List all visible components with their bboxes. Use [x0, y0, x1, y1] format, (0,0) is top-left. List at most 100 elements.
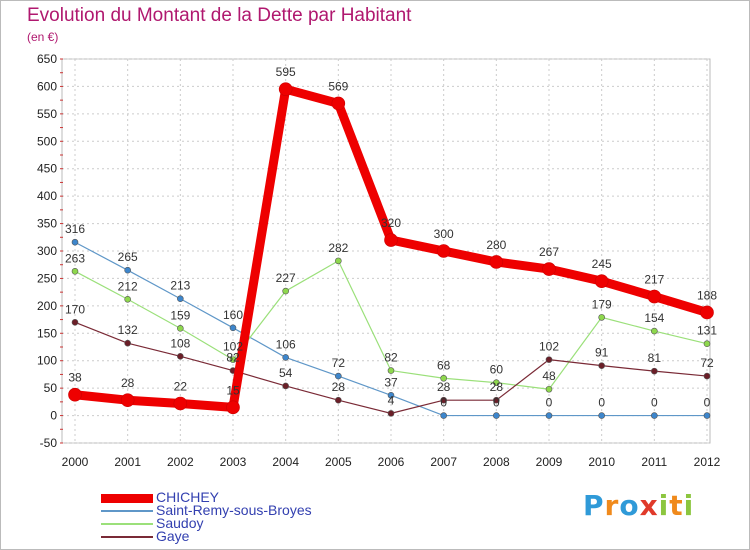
y-tick-label: 450 [37, 162, 57, 176]
data-label: 160 [223, 308, 243, 322]
data-point [440, 374, 447, 382]
data-point [598, 314, 605, 321]
data-point [124, 339, 131, 347]
legend-swatch [101, 536, 153, 538]
data-label: 263 [65, 251, 85, 265]
data-label: 217 [644, 273, 664, 287]
data-point [598, 362, 605, 369]
y-tick-label: 0 [50, 409, 57, 423]
brand-logo-letter: o [619, 489, 640, 522]
data-label: 48 [542, 369, 556, 383]
y-tick-label: 400 [37, 189, 57, 203]
legend-label: Gaye [156, 528, 190, 544]
data-label: 0 [493, 396, 500, 410]
data-label: 569 [328, 79, 348, 93]
data-label: 28 [490, 380, 504, 394]
data-label: 15 [226, 383, 240, 397]
data-point [120, 393, 135, 408]
data-label: 227 [276, 271, 296, 285]
data-point [594, 274, 609, 288]
data-point [387, 367, 395, 374]
data-label: 320 [381, 216, 401, 230]
brand-logo-letter: x [639, 489, 659, 522]
data-point [335, 372, 342, 380]
data-point [545, 356, 553, 363]
data-label: 4 [388, 393, 395, 407]
data-point [647, 289, 662, 304]
legend-swatch [101, 510, 153, 512]
data-point [493, 379, 500, 386]
data-point [440, 396, 447, 404]
data-point [278, 82, 293, 96]
data-point [703, 412, 711, 419]
data-point [493, 412, 500, 419]
legend-label: Saint-Remy-sous-Broyes [156, 502, 312, 518]
data-label: 0 [546, 396, 553, 410]
brand-logo-letter: i [683, 489, 695, 522]
data-label: 28 [332, 380, 346, 394]
data-point [124, 266, 131, 274]
data-label: 212 [118, 279, 138, 293]
data-label: 0 [704, 396, 711, 410]
brand-logo-letter: t [669, 489, 684, 522]
data-point [71, 267, 79, 275]
data-point [68, 387, 82, 402]
data-point [229, 356, 237, 363]
legend-label: Saudoy [156, 515, 204, 531]
y-tick-label: 350 [37, 217, 57, 231]
data-label: 72 [700, 356, 714, 370]
data-point [651, 367, 658, 375]
data-point [335, 257, 342, 265]
data-point [440, 412, 447, 419]
data-label: 316 [65, 222, 85, 236]
data-point [700, 305, 714, 320]
x-tick-label: 2009 [536, 455, 563, 469]
data-label: 102 [539, 340, 559, 354]
data-point [71, 319, 79, 326]
data-label: 72 [332, 356, 346, 370]
data-label: 28 [121, 376, 135, 390]
y-tick-label: 150 [37, 326, 57, 340]
chart-title: Evolution du Montant de la Dette par Hab… [27, 5, 412, 26]
y-tick-label: -50 [40, 436, 58, 450]
data-label: 28 [437, 380, 451, 394]
data-point [384, 233, 398, 247]
data-label: 0 [598, 396, 605, 410]
data-point [173, 396, 188, 411]
data-point [436, 244, 451, 258]
data-label: 54 [279, 366, 293, 380]
y-tick-label: 200 [37, 299, 57, 313]
data-point [703, 372, 711, 380]
data-point [331, 96, 346, 111]
data-label: 159 [170, 308, 190, 322]
data-point [177, 353, 184, 360]
y-tick-label: 550 [37, 107, 57, 121]
y-tick-label: 300 [37, 244, 57, 258]
data-label: 108 [170, 336, 190, 350]
data-point [229, 324, 237, 332]
x-tick-label: 2002 [167, 455, 194, 469]
data-label: 170 [65, 302, 85, 316]
legend-swatch [101, 493, 153, 503]
data-label: 91 [595, 346, 609, 360]
data-label: 102 [223, 340, 243, 354]
data-label: 154 [644, 311, 664, 325]
data-point [651, 327, 658, 335]
data-label: 282 [328, 241, 348, 255]
data-label: 213 [170, 279, 190, 293]
x-tick-label: 2001 [114, 455, 141, 469]
data-point [489, 255, 504, 269]
data-label: 38 [68, 371, 82, 385]
data-point [545, 385, 553, 393]
data-point [177, 325, 184, 332]
legend-label: CHICHEY [156, 489, 220, 505]
data-label: 245 [592, 257, 612, 271]
data-point [542, 262, 556, 276]
y-tick-label: 600 [37, 79, 57, 93]
y-tick-label: 500 [37, 134, 57, 148]
data-label: 188 [697, 288, 717, 302]
data-label: 280 [486, 238, 506, 252]
x-tick-label: 2010 [588, 455, 615, 469]
y-tick-label: 50 [44, 381, 58, 395]
chart-unit-label: (en €) [27, 30, 59, 44]
